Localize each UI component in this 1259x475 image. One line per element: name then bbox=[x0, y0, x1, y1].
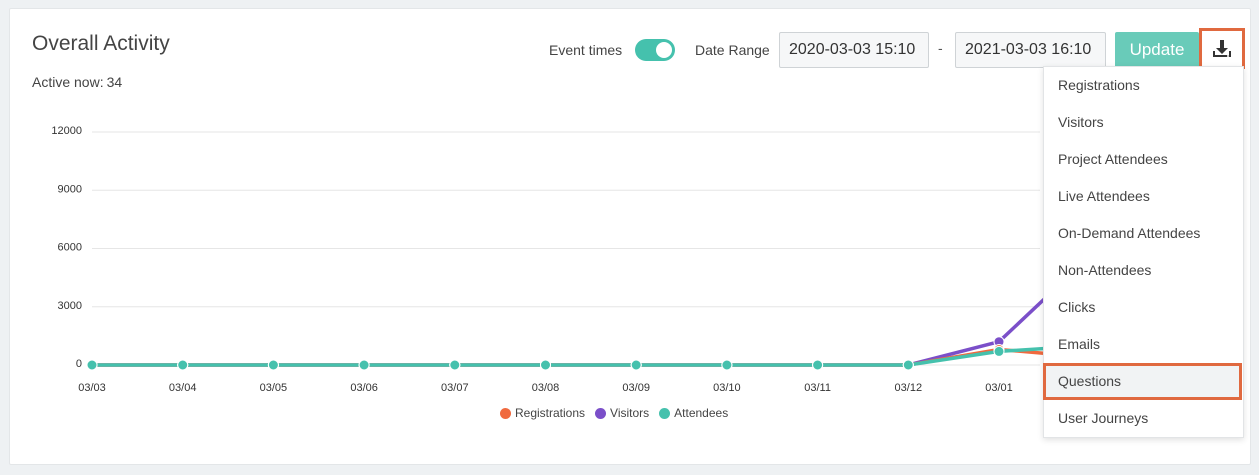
download-icon bbox=[1213, 40, 1231, 57]
data-point-attendees[interactable] bbox=[358, 359, 370, 371]
series-line-visitors bbox=[92, 254, 1091, 367]
data-point-attendees[interactable] bbox=[267, 359, 279, 371]
menu-item-questions[interactable]: Questions bbox=[1043, 363, 1242, 400]
menu-item-clicks[interactable]: Clicks bbox=[1058, 299, 1096, 315]
start-date-input[interactable]: 2020-03-03 15:10 bbox=[779, 32, 929, 68]
menu-item-non-attendees[interactable]: Non-Attendees bbox=[1058, 262, 1152, 278]
x-tick-label: 03/11 bbox=[804, 382, 831, 394]
x-tick-label: 03/12 bbox=[895, 382, 923, 394]
legend-item-visitors[interactable]: Visitors bbox=[595, 406, 649, 420]
x-tick-label: 03/06 bbox=[350, 382, 378, 394]
date-separator: - bbox=[938, 40, 943, 56]
menu-item-registrations[interactable]: Registrations bbox=[1058, 77, 1140, 93]
x-tick-label: 03/07 bbox=[441, 382, 469, 394]
toggle-knob bbox=[656, 42, 672, 58]
data-point-attendees[interactable] bbox=[540, 359, 551, 371]
end-date-input[interactable]: 2021-03-03 16:10 bbox=[955, 32, 1106, 68]
y-tick-label: 0 bbox=[76, 358, 82, 370]
update-button[interactable]: Update bbox=[1115, 32, 1199, 68]
y-tick-label: 12000 bbox=[51, 125, 82, 137]
menu-item-live-attendees[interactable]: Live Attendees bbox=[1058, 188, 1150, 204]
x-tick-label: 03/05 bbox=[260, 382, 288, 394]
y-tick-label: 3000 bbox=[58, 300, 82, 312]
data-point-attendees[interactable] bbox=[812, 359, 824, 371]
legend-item-attendees[interactable]: Attendees bbox=[659, 406, 728, 420]
event-times-label: Event times bbox=[549, 42, 623, 58]
x-tick-label: 03/10 bbox=[713, 382, 741, 394]
data-point-attendees[interactable] bbox=[993, 345, 1005, 357]
series-line-attendees bbox=[92, 343, 1090, 367]
y-tick-label: 9000 bbox=[58, 183, 82, 195]
event-times-toggle[interactable] bbox=[635, 39, 675, 61]
legend-item-registrations[interactable]: Registrations bbox=[500, 406, 585, 420]
legend-dot bbox=[659, 407, 671, 419]
page-title: Overall Activity bbox=[32, 32, 170, 55]
date-range-label: Date Range bbox=[695, 42, 770, 58]
active-now-label: Active now: bbox=[32, 74, 104, 90]
legend-label: Registrations bbox=[515, 406, 586, 420]
data-point-attendees[interactable] bbox=[177, 359, 189, 371]
chart-legend: Registrations Visitors Attendees bbox=[500, 406, 728, 420]
active-now-count: 34 bbox=[106, 74, 123, 90]
active-now-indicator: Active now: 34 bbox=[32, 74, 125, 90]
data-point-attendees[interactable] bbox=[449, 359, 461, 371]
legend-label: Attendees bbox=[674, 406, 729, 420]
y-tick-label: 6000 bbox=[58, 242, 82, 254]
menu-item-user-journeys[interactable]: User Journeys bbox=[1058, 410, 1149, 426]
menu-item-emails[interactable]: Emails bbox=[1058, 336, 1101, 352]
data-point-attendees[interactable] bbox=[902, 359, 914, 371]
x-tick-label: 03/03 bbox=[78, 382, 106, 394]
data-point-attendees[interactable] bbox=[86, 359, 98, 371]
menu-item-project-attendees[interactable]: Project Attendees bbox=[1058, 151, 1168, 167]
x-tick-label: 03/08 bbox=[532, 382, 560, 394]
data-point-attendees[interactable] bbox=[630, 359, 642, 371]
menu-item-visitors[interactable]: Visitors bbox=[1058, 114, 1104, 130]
legend-label: Visitors bbox=[610, 406, 650, 420]
x-tick-label: 03/01 bbox=[985, 382, 1013, 394]
menu-item-on-demand-attendees[interactable]: On-Demand Attendees bbox=[1058, 225, 1201, 241]
x-tick-label: 03/04 bbox=[169, 382, 197, 394]
legend-dot bbox=[500, 407, 511, 419]
x-tick-label: 03/09 bbox=[622, 382, 650, 394]
legend-dot bbox=[595, 407, 607, 419]
download-dropdown-menu: Registrations Visitors Project Attendees Li… bbox=[1043, 66, 1244, 438]
data-point-attendees[interactable] bbox=[721, 359, 733, 371]
